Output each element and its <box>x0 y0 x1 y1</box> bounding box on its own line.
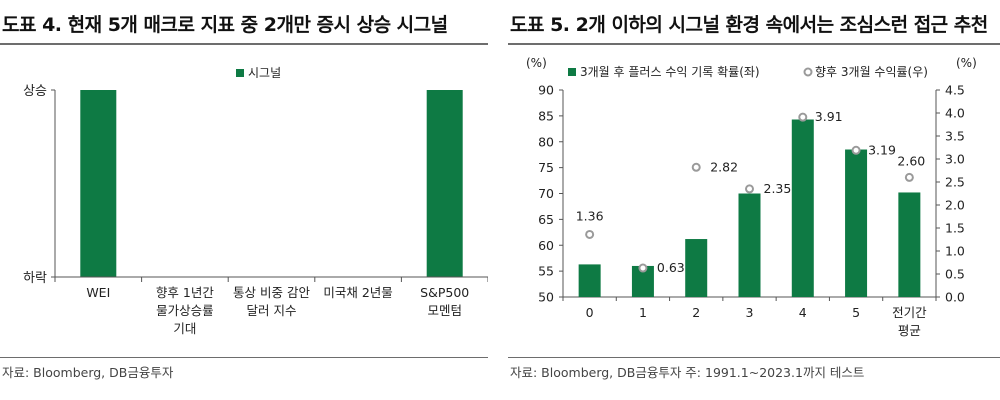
data-label: 2.35 <box>764 181 792 196</box>
legend-label-dot: 향후 3개월 수익률(우) <box>815 65 928 79</box>
y-left-tick-label: 80 <box>538 134 554 149</box>
x-tick-label: 5 <box>852 305 860 320</box>
y-tick-label: 하락 <box>23 271 47 286</box>
y-right-tick-label: 0.5 <box>945 267 965 282</box>
bar <box>578 264 601 297</box>
right-signal-chart: (%) (%) 3개월 후 플러스 수익 기록 확률(좌) 향후 3개월 수익률(우)… <box>526 56 977 338</box>
x-tick-label: 모멘텀 <box>427 303 462 318</box>
left-title-rule <box>0 43 488 45</box>
bar <box>80 90 117 277</box>
right-source-rule <box>508 357 1000 358</box>
y-right-tick-label: 2.0 <box>945 198 965 213</box>
legend-swatch <box>236 69 244 77</box>
legend-swatch-bar <box>568 68 576 76</box>
legend-label: 시그널 <box>248 66 281 80</box>
y-right-tick-label: 3.0 <box>945 152 965 167</box>
x-tick-label: 2 <box>692 305 700 320</box>
data-point <box>691 162 701 172</box>
bar <box>898 192 921 297</box>
x-tick-label: 1 <box>639 305 647 320</box>
y-left-tick-label: 55 <box>538 264 554 279</box>
data-point <box>798 112 808 122</box>
x-tick-label: 향후 1년간 <box>156 285 214 300</box>
bar <box>791 119 814 297</box>
x-tick-label: 미국채 2년물 <box>323 285 392 300</box>
y-right-tick-label: 4.5 <box>945 83 965 98</box>
data-point <box>638 263 648 273</box>
data-label: 1.36 <box>576 208 604 223</box>
data-point <box>904 172 914 182</box>
right-panel: 도표 5. 2개 이하의 시그널 환경 속에서는 조심스런 접근 추천 (%)(… <box>508 0 1000 400</box>
y-right-tick-label: 4.0 <box>945 106 965 121</box>
y-left-tick-label: 85 <box>538 108 554 123</box>
x-tick-label: 통상 비중 감안 <box>233 285 310 300</box>
x-tick-label: 전기간 <box>892 305 927 320</box>
bar <box>631 265 654 297</box>
legend-swatch-dot <box>803 67 813 77</box>
data-label: 3.19 <box>868 142 896 157</box>
x-tick-label: 4 <box>799 305 807 320</box>
bar <box>845 149 868 297</box>
right-title-rule <box>508 43 1000 45</box>
right-chart-title: 도표 5. 2개 이하의 시그널 환경 속에서는 조심스런 접근 추천 <box>510 14 988 36</box>
left-chart-title: 도표 4. 현재 5개 매크로 지표 중 2개만 증시 상승 시그널 <box>2 14 448 36</box>
y-left-tick-label: 90 <box>538 83 554 98</box>
y-left-tick-label: 75 <box>538 160 554 175</box>
right-source-note: 자료: Bloomberg, DB금융투자 주: 1991.1~2023.1까지… <box>510 365 865 380</box>
bar <box>426 90 463 277</box>
bar <box>685 239 708 297</box>
y-right-tick-label: 2.5 <box>945 175 965 190</box>
x-tick-label: 달러 지수 <box>247 303 297 318</box>
x-tick-label: 물가상승률 <box>156 303 214 318</box>
x-tick-label: 0 <box>586 305 594 320</box>
left-source-rule <box>0 357 488 358</box>
data-point <box>851 145 861 155</box>
y-tick-label: 상승 <box>23 84 47 99</box>
y-left-tick-label: 65 <box>538 212 554 227</box>
y-left-tick-label: 70 <box>538 186 554 201</box>
y-right-tick-label: 1.0 <box>945 244 965 259</box>
x-tick-label: 평균 <box>898 323 921 338</box>
x-tick-label: S&P500 <box>420 285 469 300</box>
y-left-tick-label: 50 <box>538 290 554 305</box>
y-right-tick-label: 1.5 <box>945 221 965 236</box>
y-right-tick-label: 0.0 <box>945 290 965 305</box>
x-tick-label: 기대 <box>173 321 196 336</box>
y-left-tick-label: 60 <box>538 238 554 253</box>
data-point <box>585 229 595 239</box>
x-tick-label: 3 <box>746 305 754 320</box>
bar <box>738 193 761 297</box>
data-point <box>745 184 754 194</box>
legend-label-bar: 3개월 후 플러스 수익 기록 확률(좌) <box>580 65 760 79</box>
data-label: 2.60 <box>897 153 925 168</box>
x-tick-label: WEI <box>86 285 110 300</box>
y-left-unit: (%) <box>526 56 547 70</box>
y-right-unit: (%) <box>956 56 977 70</box>
left-source-note: 자료: Bloomberg, DB금융투자 <box>2 365 174 380</box>
y-right-tick-label: 3.5 <box>945 129 965 144</box>
data-label: 2.82 <box>710 159 738 174</box>
data-label: 3.91 <box>815 109 843 124</box>
data-label: 0.63 <box>657 260 685 275</box>
